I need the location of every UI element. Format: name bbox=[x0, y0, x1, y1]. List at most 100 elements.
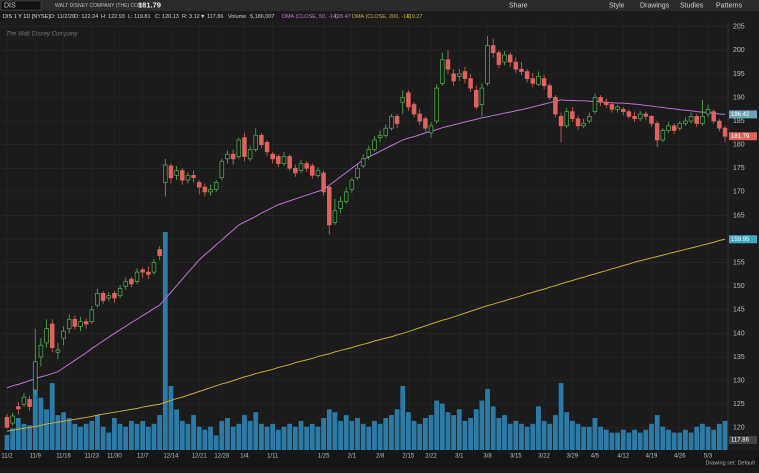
watermark: The Walt Disney Company bbox=[6, 32, 78, 38]
candle-body bbox=[213, 182, 219, 190]
volume-bar bbox=[389, 415, 394, 450]
y-tick-label: 205 bbox=[733, 24, 745, 31]
volume-bar bbox=[683, 429, 688, 450]
candle-body bbox=[61, 330, 66, 339]
candle-body bbox=[541, 78, 547, 87]
candle-body bbox=[66, 318, 72, 330]
candle-body bbox=[264, 141, 270, 153]
candle-body bbox=[208, 189, 213, 193]
volume-bar bbox=[168, 386, 174, 450]
volume-bar bbox=[298, 420, 304, 450]
y-tick-label: 195 bbox=[733, 71, 745, 78]
candle-body bbox=[38, 344, 44, 358]
toolbar-button[interactable]: Style bbox=[609, 2, 625, 9]
volume-bar bbox=[208, 426, 213, 450]
candle-body bbox=[643, 113, 649, 117]
y-tick-label: 135 bbox=[733, 354, 745, 361]
candle-body bbox=[366, 149, 372, 157]
volume-bar bbox=[27, 425, 33, 450]
x-tick-label: 12/21 bbox=[192, 454, 208, 460]
symbol[interactable]: DIS bbox=[4, 2, 16, 9]
dma-line bbox=[6, 238, 726, 432]
candle-body bbox=[620, 108, 626, 113]
last-price: 181.79 bbox=[138, 0, 161, 9]
volume-bar bbox=[326, 409, 332, 450]
volume-tag-box bbox=[729, 436, 757, 444]
volume-bar bbox=[259, 423, 264, 450]
volume-bar bbox=[151, 423, 157, 450]
volume-bar bbox=[507, 423, 513, 450]
candle-body bbox=[298, 163, 304, 171]
y-tick-label: 150 bbox=[733, 283, 745, 290]
volume-bar bbox=[315, 426, 321, 450]
candle-body bbox=[457, 73, 462, 77]
volume-bar bbox=[468, 418, 473, 450]
candle-body bbox=[598, 97, 603, 103]
candle-body bbox=[524, 71, 530, 79]
candle-body bbox=[83, 321, 89, 325]
volume-bar bbox=[78, 426, 83, 450]
x-tick-label: 3/29 bbox=[567, 454, 579, 460]
candle-body bbox=[343, 191, 349, 202]
candle-body bbox=[423, 118, 428, 129]
volume-bar bbox=[38, 397, 44, 450]
candle-body bbox=[406, 92, 411, 108]
volume-bar bbox=[603, 429, 609, 450]
toolbar-button[interactable]: Studies bbox=[680, 2, 704, 9]
study-tag: 186.42 bbox=[731, 112, 750, 118]
volume-bar bbox=[654, 415, 660, 450]
candle-body bbox=[530, 78, 536, 84]
volume-bar bbox=[677, 432, 683, 450]
candle-body bbox=[321, 172, 326, 193]
volume-bar bbox=[247, 420, 253, 450]
volume-bar bbox=[225, 418, 230, 450]
volume-bar bbox=[383, 418, 389, 450]
toolbar-button[interactable]: Patterns bbox=[716, 2, 743, 9]
volume-bar bbox=[513, 420, 519, 450]
candle-body bbox=[637, 113, 643, 120]
x-tick-label: 3/1 bbox=[455, 454, 464, 460]
candle-body bbox=[722, 127, 728, 137]
x-tick-label: 3/15 bbox=[510, 454, 522, 460]
candle-body bbox=[558, 116, 564, 127]
candle-body bbox=[570, 111, 575, 120]
candle-body bbox=[191, 175, 196, 179]
x-tick-label: 1/11 bbox=[267, 454, 279, 460]
candle-body bbox=[671, 125, 677, 131]
volume-bar bbox=[439, 403, 445, 450]
toolbar-button[interactable]: Drawings bbox=[640, 2, 670, 9]
volume-bar bbox=[564, 412, 570, 450]
price-tag-box bbox=[729, 132, 757, 141]
volume-bar bbox=[445, 412, 451, 450]
x-tick-label: 2/1 bbox=[348, 454, 357, 460]
candle-body bbox=[666, 125, 671, 131]
volume-bar bbox=[10, 428, 16, 450]
candle-body bbox=[338, 200, 343, 209]
x-tick-label: 4/12 bbox=[617, 454, 629, 460]
volume-bar bbox=[609, 432, 615, 450]
volume-bar bbox=[536, 406, 541, 450]
volume-bar bbox=[592, 418, 598, 450]
volume-bar bbox=[123, 426, 129, 450]
header-field: D: 11/2/20 bbox=[50, 14, 75, 20]
study-value: 128.47 bbox=[334, 14, 351, 20]
volume-bar bbox=[219, 420, 225, 450]
candle-body bbox=[575, 118, 581, 127]
candle-body bbox=[553, 97, 558, 115]
candle-body bbox=[134, 271, 140, 282]
volume-bar bbox=[349, 420, 355, 450]
candle-body bbox=[609, 104, 615, 110]
chart-name: DIS 1 Y 1D [NYSE] bbox=[3, 14, 50, 20]
symbol-box[interactable] bbox=[0, 0, 42, 11]
candle-body bbox=[281, 156, 287, 164]
volume-bar bbox=[479, 400, 485, 450]
volume-bar bbox=[400, 386, 406, 450]
volume-bar bbox=[366, 426, 372, 450]
toolbar-button[interactable]: Share bbox=[509, 2, 528, 9]
volume-bar bbox=[72, 423, 78, 450]
candle-body bbox=[242, 137, 247, 157]
volume-bar bbox=[134, 423, 140, 450]
volume-bar bbox=[519, 423, 524, 450]
x-tick-label: 3/22 bbox=[538, 454, 550, 460]
